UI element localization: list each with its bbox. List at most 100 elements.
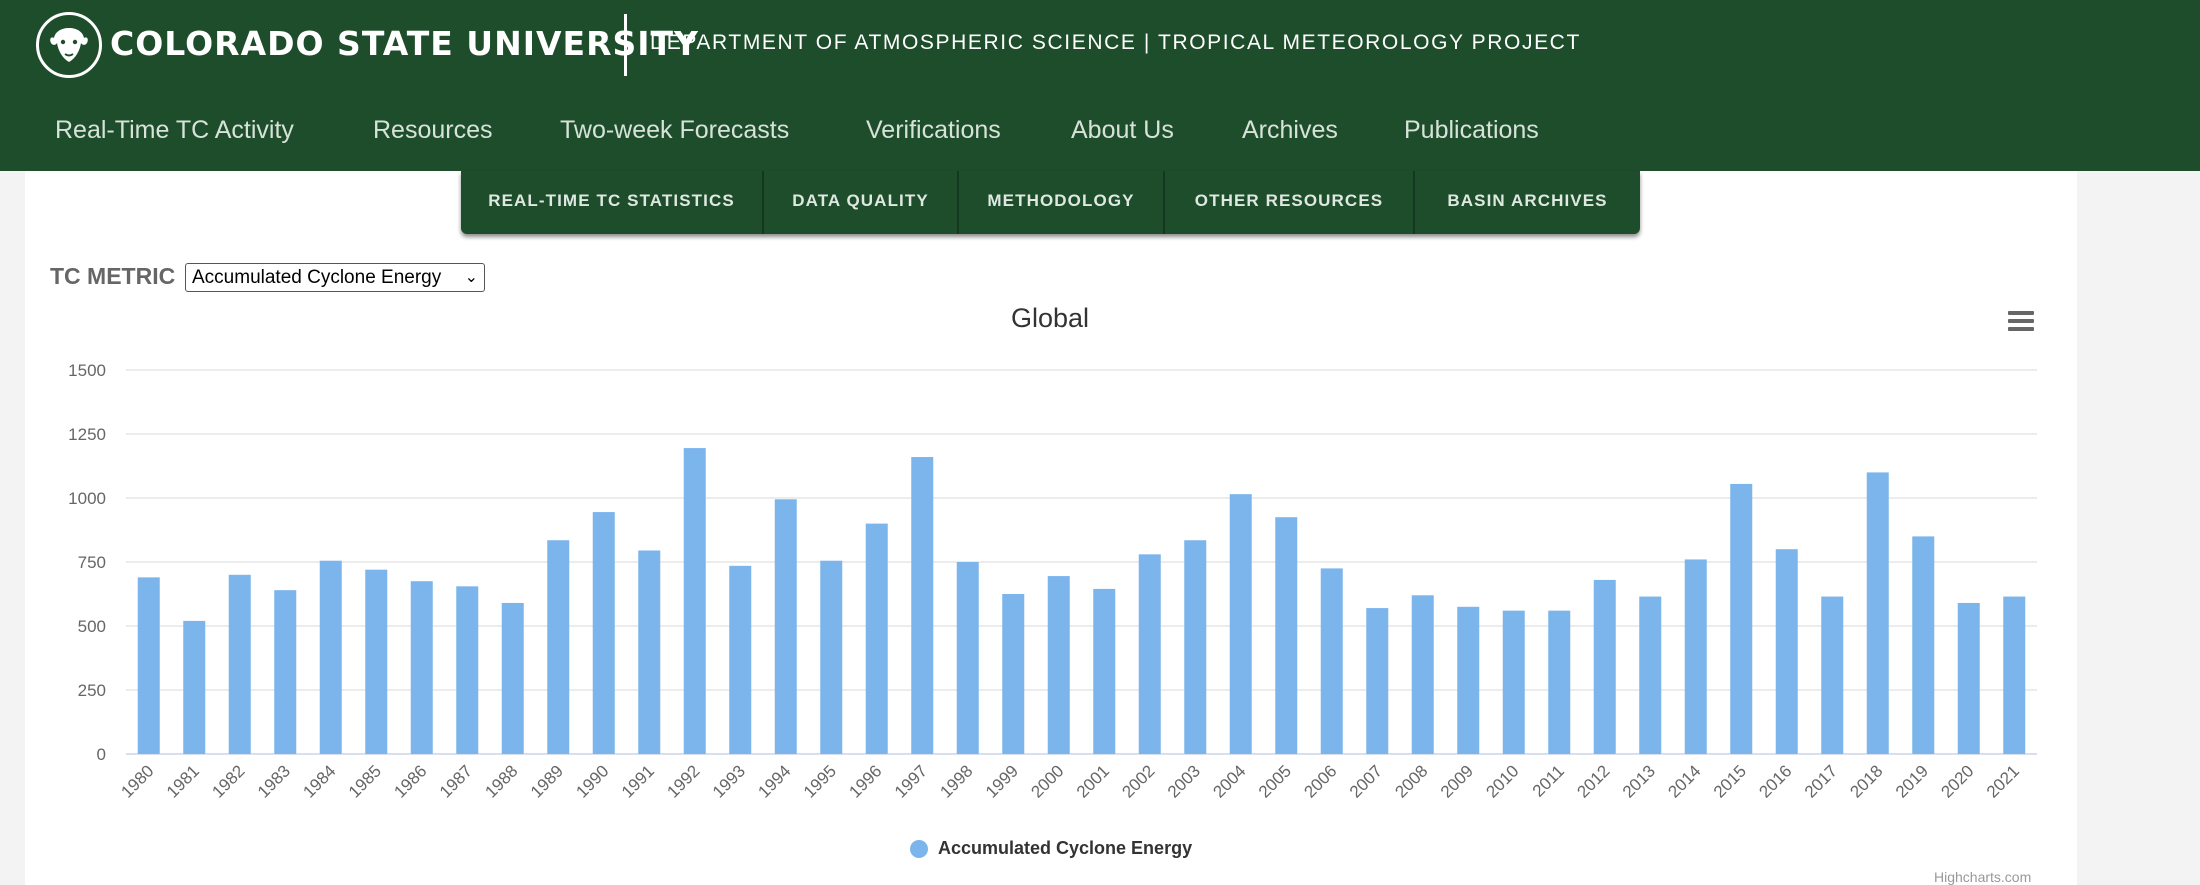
bar-2016[interactable] <box>1775 549 1798 754</box>
x-tick-label: 2003 <box>1164 761 1204 801</box>
bar-1998[interactable] <box>956 562 979 754</box>
bar-2007[interactable] <box>1366 608 1389 754</box>
bar-2010[interactable] <box>1502 610 1525 754</box>
x-tick-label: 1983 <box>254 761 294 801</box>
ram-head-icon[interactable] <box>36 12 102 78</box>
site-header: COLORADO STATE UNIVERSITY DEPARTMENT OF … <box>0 0 2200 171</box>
bar-2001[interactable] <box>1093 588 1116 754</box>
header-divider <box>624 14 627 76</box>
bar-1992[interactable] <box>683 448 706 754</box>
nav-two-week-forecasts[interactable]: Two-week Forecasts <box>560 116 790 144</box>
tab-basin-archives[interactable]: BASIN ARCHIVES <box>1447 191 1608 210</box>
bar-1990[interactable] <box>592 512 615 754</box>
bar-2011[interactable] <box>1548 610 1571 754</box>
bar-1984[interactable] <box>319 560 342 754</box>
tc-metric-label: TC METRIC <box>50 263 176 289</box>
bar-2017[interactable] <box>1821 596 1844 754</box>
tab-other-resources[interactable]: OTHER RESOURCES <box>1194 191 1384 210</box>
bar-1982[interactable] <box>228 574 251 754</box>
bar-2015[interactable] <box>1730 483 1753 754</box>
bar-1997[interactable] <box>911 457 934 754</box>
x-tick-label: 2006 <box>1300 761 1340 801</box>
bar-2019[interactable] <box>1912 536 1935 754</box>
tc-metric-select[interactable]: Accumulated Cyclone Energy ⌄ <box>185 263 485 292</box>
bar-2004[interactable] <box>1229 494 1252 754</box>
bar-2006[interactable] <box>1320 568 1343 754</box>
x-tick-label: 1987 <box>436 761 476 801</box>
x-tick-label: 1998 <box>936 761 976 801</box>
y-tick-label: 1250 <box>68 425 106 444</box>
y-tick-label: 750 <box>78 553 106 572</box>
legend-marker <box>910 840 928 858</box>
bar-2000[interactable] <box>1047 576 1070 754</box>
bar-2012[interactable] <box>1593 579 1616 754</box>
x-tick-label: 1990 <box>572 761 612 801</box>
x-tick-label: 1999 <box>982 761 1022 801</box>
x-tick-label: 1980 <box>117 761 157 801</box>
sub-nav: REAL-TIME TC STATISTICS DATA QUALITY MET… <box>461 171 1640 234</box>
x-tick-label: 2012 <box>1573 761 1613 801</box>
x-tick-label: 2013 <box>1619 761 1659 801</box>
bar-1987[interactable] <box>456 586 479 754</box>
chart-credits[interactable]: Highcharts.com <box>1934 869 2032 885</box>
sub-nav-divider <box>1163 171 1165 234</box>
bar-1995[interactable] <box>820 560 843 754</box>
bar-1996[interactable] <box>865 523 888 754</box>
bar-1988[interactable] <box>501 602 524 754</box>
x-tick-label: 2019 <box>1892 761 1932 801</box>
x-tick-label: 1984 <box>299 761 339 801</box>
x-tick-label: 2005 <box>1255 761 1295 801</box>
chevron-down-icon: ⌄ <box>464 269 478 286</box>
x-tick-label: 1985 <box>345 761 385 801</box>
nav-publications[interactable]: Publications <box>1404 116 1539 144</box>
y-tick-label: 1000 <box>68 489 106 508</box>
x-tick-label: 2009 <box>1437 761 1477 801</box>
y-tick-label: 1500 <box>68 361 106 380</box>
bar-2020[interactable] <box>1957 602 1980 754</box>
bar-2018[interactable] <box>1866 472 1889 754</box>
bar-1985[interactable] <box>365 569 388 754</box>
nav-resources[interactable]: Resources <box>373 116 493 144</box>
nav-archives[interactable]: Archives <box>1242 116 1338 144</box>
bar-1980[interactable] <box>137 577 160 754</box>
x-tick-label: 2010 <box>1482 761 1522 801</box>
x-tick-label: 1982 <box>208 761 248 801</box>
bar-2021[interactable] <box>2003 596 2026 754</box>
bar-2005[interactable] <box>1275 517 1298 754</box>
x-tick-label: 2007 <box>1346 761 1386 801</box>
x-tick-label: 2001 <box>1073 761 1113 801</box>
bar-1981[interactable] <box>183 620 206 754</box>
university-name[interactable]: COLORADO STATE UNIVERSITY <box>110 24 699 63</box>
tab-data-quality[interactable]: DATA QUALITY <box>792 191 929 210</box>
department-name[interactable]: DEPARTMENT OF ATMOSPHERIC SCIENCE | TROP… <box>650 31 1581 54</box>
tab-real-time-tc-statistics[interactable]: REAL-TIME TC STATISTICS <box>488 191 735 210</box>
nav-verifications[interactable]: Verifications <box>866 116 1001 144</box>
x-tick-label: 1992 <box>663 761 703 801</box>
x-tick-label: 2018 <box>1846 761 1886 801</box>
bar-2014[interactable] <box>1684 559 1707 754</box>
x-tick-label: 1988 <box>481 761 521 801</box>
nav-about-us[interactable]: About Us <box>1071 116 1174 144</box>
y-tick-label: 250 <box>78 681 106 700</box>
bar-2003[interactable] <box>1184 540 1207 754</box>
bar-1993[interactable] <box>729 565 752 754</box>
bar-2009[interactable] <box>1457 606 1480 754</box>
bar-1994[interactable] <box>774 499 797 754</box>
nav-real-time-tc-activity[interactable]: Real-Time TC Activity <box>55 116 294 144</box>
bar-1986[interactable] <box>410 581 433 754</box>
tc-metric-selected-value: Accumulated Cyclone Energy <box>192 267 442 288</box>
x-tick-label: 2000 <box>1027 761 1067 801</box>
x-tick-label: 2004 <box>1209 761 1249 801</box>
bar-2008[interactable] <box>1411 595 1434 754</box>
bar-1983[interactable] <box>274 590 297 754</box>
bar-2013[interactable] <box>1639 596 1662 754</box>
bar-1999[interactable] <box>1002 594 1025 754</box>
bar-1989[interactable] <box>547 540 570 754</box>
x-tick-label: 1996 <box>845 761 885 801</box>
tab-methodology[interactable]: METHODOLOGY <box>987 191 1135 210</box>
bar-2002[interactable] <box>1138 554 1161 754</box>
chart-menu-icon[interactable] <box>2008 311 2034 333</box>
bar-1991[interactable] <box>638 550 661 754</box>
y-tick-label: 500 <box>78 617 106 636</box>
